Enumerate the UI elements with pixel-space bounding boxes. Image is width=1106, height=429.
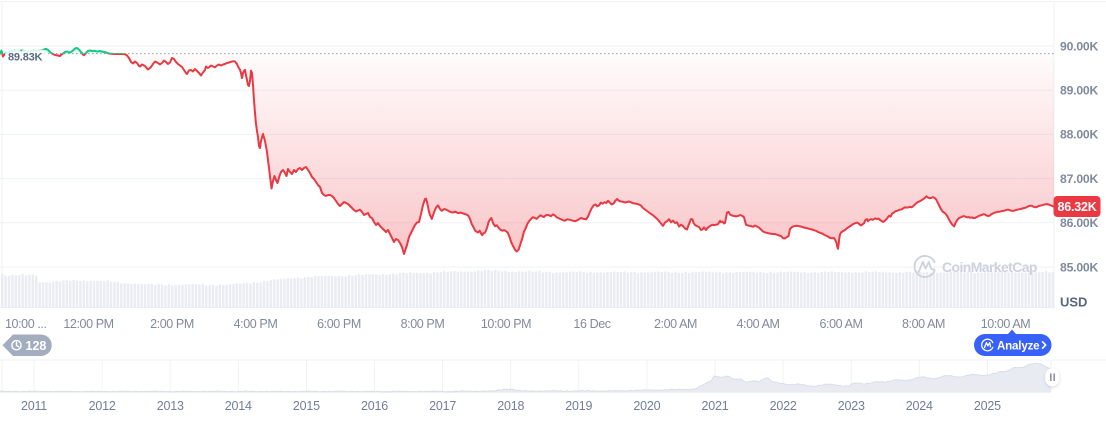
svg-text:2:00 AM: 2:00 AM (654, 317, 697, 331)
svg-text:2023: 2023 (838, 399, 865, 413)
svg-text:2011: 2011 (21, 399, 47, 413)
svg-text:2015: 2015 (293, 399, 320, 413)
svg-text:12:00 PM: 12:00 PM (63, 317, 113, 331)
svg-text:2017: 2017 (429, 399, 456, 413)
svg-text:4:00 AM: 4:00 AM (736, 317, 779, 331)
svg-text:6:00 AM: 6:00 AM (819, 317, 862, 331)
svg-text:4:00 PM: 4:00 PM (234, 317, 278, 331)
svg-text:Analyze: Analyze (997, 339, 1040, 352)
svg-text:2019: 2019 (565, 399, 592, 413)
svg-text:2021: 2021 (701, 399, 728, 413)
svg-text:2018: 2018 (497, 399, 524, 413)
svg-text:2016: 2016 (361, 399, 388, 413)
svg-text:2025: 2025 (974, 399, 1001, 413)
svg-text:87.00K: 87.00K (1060, 172, 1098, 186)
svg-text:10:00 ...: 10:00 ... (5, 317, 47, 331)
svg-text:2022: 2022 (770, 399, 797, 413)
svg-text:2014: 2014 (225, 399, 252, 413)
svg-text:128: 128 (26, 339, 47, 353)
svg-text:CoinMarketCap: CoinMarketCap (942, 259, 1037, 275)
svg-text:6:00 PM: 6:00 PM (317, 317, 361, 331)
svg-text:8:00 PM: 8:00 PM (401, 317, 445, 331)
svg-text:2024: 2024 (906, 399, 933, 413)
svg-text:89.00K: 89.00K (1060, 84, 1098, 98)
svg-text:2013: 2013 (157, 399, 184, 413)
svg-text:89.83K: 89.83K (8, 52, 43, 64)
svg-text:89.83K: 89.83K (8, 52, 43, 64)
svg-text:2:00 PM: 2:00 PM (150, 317, 194, 331)
svg-text:88.00K: 88.00K (1060, 128, 1098, 142)
svg-text:2020: 2020 (633, 399, 660, 413)
svg-text:86.32K: 86.32K (1057, 200, 1096, 214)
svg-text:USD: USD (1060, 295, 1087, 310)
svg-text:2012: 2012 (89, 399, 116, 413)
svg-text:90.00K: 90.00K (1060, 39, 1098, 53)
svg-text:10:00 AM: 10:00 AM (981, 317, 1031, 331)
svg-text:10:00 PM: 10:00 PM (481, 317, 531, 331)
svg-text:85.00K: 85.00K (1060, 260, 1098, 274)
svg-text:8:00 AM: 8:00 AM (902, 317, 945, 331)
svg-text:16 Dec: 16 Dec (573, 317, 610, 331)
svg-text:86.00K: 86.00K (1060, 216, 1098, 230)
